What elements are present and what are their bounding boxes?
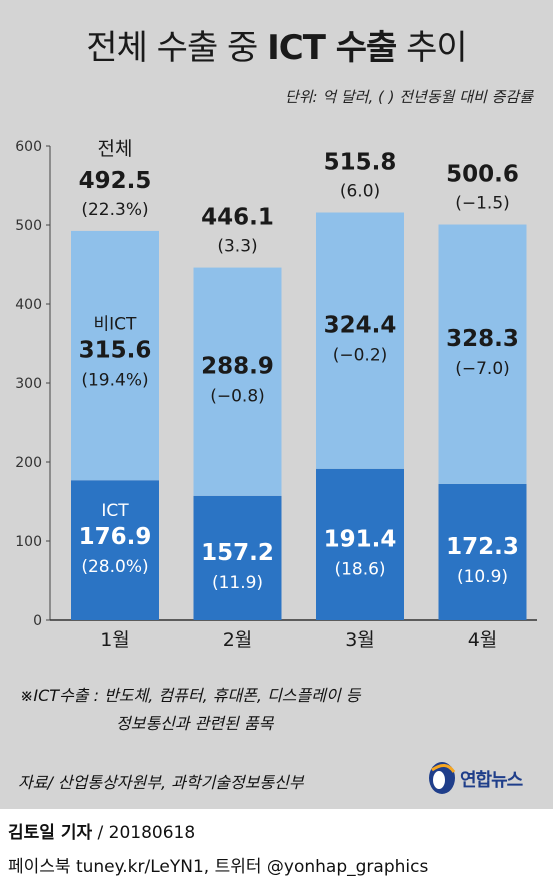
y-tick-label: 300 [15, 376, 42, 392]
x-tick-label: 3월 [345, 629, 375, 651]
y-tick-label: 100 [15, 534, 42, 550]
data-label-ict-change: (18.6) [334, 559, 385, 579]
footnote-line-1: ※ICT수출 : 반도체, 컴퓨터, 휴대폰, 디스플레이 등 [20, 686, 361, 705]
data-label-ict-value: 172.3 [446, 534, 519, 560]
data-label-non-ict-value: 315.6 [79, 338, 152, 364]
data-label-ict-change: (11.9) [212, 573, 263, 593]
data-label-total-value: 492.5 [79, 168, 152, 194]
y-tick-label: 400 [15, 297, 42, 313]
x-tick-label: 2월 [223, 629, 253, 651]
data-label-ict-value: 191.4 [324, 526, 397, 552]
y-tick-label: 500 [15, 218, 42, 234]
data-label-non-ict-value: 288.9 [201, 354, 274, 380]
data-label-non-ict-value: 328.3 [446, 326, 519, 352]
bar-ict [316, 468, 404, 620]
data-label-total-change: (3.3) [217, 237, 257, 257]
bar-ict [71, 480, 159, 620]
bar-non-ict [438, 224, 527, 484]
series-label-non-ict: 비ICT [94, 315, 138, 335]
y-tick-label: 600 [15, 139, 42, 155]
series-label-total: 전체 [98, 138, 133, 160]
x-tick-label: 4월 [468, 629, 498, 651]
byline: 김토일 기자 / 20180618 [8, 823, 196, 843]
unit-note: 단위: 억 달러, ( ) 전년동월 대비 증감률 [284, 88, 533, 106]
data-label-non-ict-change: (−0.2) [333, 346, 388, 366]
data-label-ict-change: (10.9) [457, 567, 508, 587]
data-label-non-ict-change: (−0.8) [210, 387, 265, 407]
footnote: ※ICT수출 : 반도체, 컴퓨터, 휴대폰, 디스플레이 등 정보통신과 관련… [20, 682, 360, 738]
bar-ict [193, 495, 282, 620]
page-title: 전체 수출 중 ICT 수출 추이 [86, 28, 467, 68]
data-label-ict-value: 176.9 [79, 524, 152, 550]
data-label-non-ict-change: (19.4%) [81, 371, 148, 391]
data-label-ict-value: 157.2 [201, 540, 274, 566]
data-label-total-change: (6.0) [340, 182, 380, 202]
data-label-ict-change: (28.0%) [81, 557, 148, 577]
data-label-total-change: (22.3%) [81, 200, 148, 220]
yonhap-logo-icon [429, 762, 456, 794]
data-label-total-value: 500.6 [446, 162, 519, 188]
source-note: 자료/ 산업통상자원부, 과학기술정보통신부 [18, 773, 304, 792]
social-links: 페이스북 tuney.kr/LeYN1, 트위터 @yonhap_graphic… [8, 857, 429, 877]
data-label-total-change: (−1.5) [455, 194, 510, 214]
bar-non-ict [71, 230, 159, 481]
bar-ict [438, 483, 527, 620]
logo-text: 연합뉴스 [460, 770, 523, 791]
y-tick-label: 200 [15, 455, 42, 471]
bar-non-ict [193, 267, 282, 496]
stacked-bar-chart: 0 100 200 300 400 500 600 1월 ICT 176.9 (28.0%) 비ICT… [15, 138, 537, 651]
x-tick-label: 1월 [100, 629, 130, 651]
data-label-total-value: 446.1 [201, 205, 274, 231]
footnote-line-2: 정보통신과 관련된 품목 [116, 714, 274, 733]
y-tick-label: 0 [33, 613, 42, 629]
data-label-total-value: 515.8 [324, 150, 397, 176]
bar-non-ict [316, 212, 404, 469]
series-label-ict: ICT [101, 501, 129, 521]
data-label-non-ict-change: (−7.0) [455, 359, 510, 379]
data-label-non-ict-value: 324.4 [324, 313, 397, 339]
